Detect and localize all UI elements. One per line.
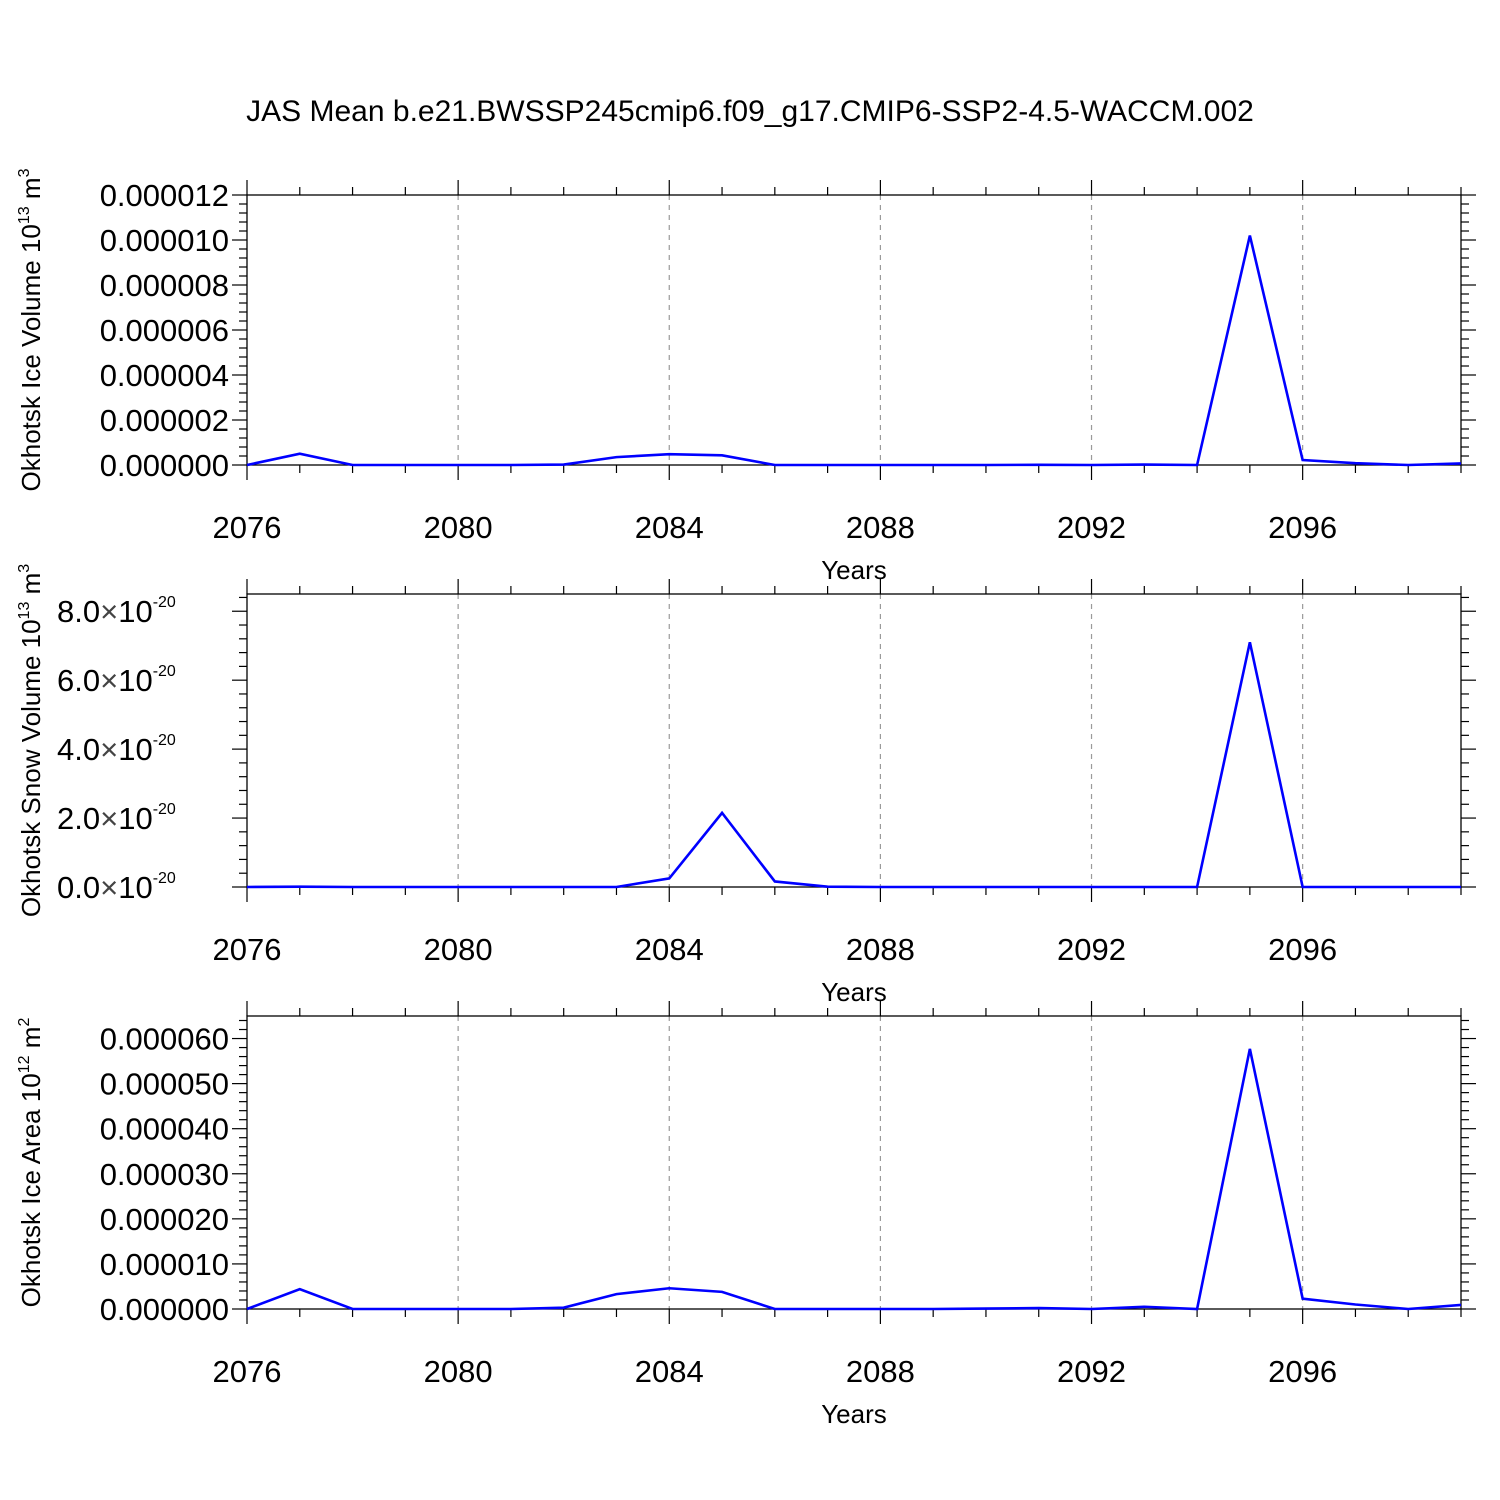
snow-volume-series-line [246,641,1461,889]
ice-volume-xlabel: Years [821,555,887,585]
snow-volume-xtick-label: 2092 [1057,932,1126,967]
snow-volume-xtick-label: 2096 [1268,932,1337,967]
ice-volume-panel: 2076 2080 2084 2088 2092 2096 0.000000 0.000002… [16,168,1476,585]
ice-area-ytick-label: 0.000020 [100,1202,229,1237]
ice-area-series-line [246,1048,1462,1311]
ice-area-xtick-label: 2096 [1268,1354,1337,1389]
snow-volume-xtick-label: 2088 [846,932,915,967]
snow-volume-frame [246,593,1462,888]
ice-area-ylabel: Okhotsk Ice Area 1012 m2 [16,1018,46,1308]
ice-volume-xtick-label: 2076 [213,510,282,545]
ice-volume-xtick-label: 2080 [424,510,493,545]
snow-volume-ytick-label: 6.0×10-20 [57,663,176,698]
ice-volume-ytick-label: 0.000000 [100,448,229,483]
ice-volume-ytick-label: 0.000012 [100,178,229,213]
snow-volume-ytick-label: 2.0×10-20 [57,801,176,836]
ice-volume-xtick-label: 2092 [1057,510,1126,545]
ice-area-xtick-label: 2080 [424,1354,493,1389]
snow-volume-ylabel: Okhotsk Snow Volume 1013 m3 [16,564,46,917]
ice-area-panel: 2076 2080 2084 2088 2092 2096 0.000000 0.000010… [16,1001,1476,1429]
snow-volume-xtick-label: 2076 [213,932,282,967]
ice-volume-ytick-label: 0.000006 [100,313,229,348]
ice-area-ytick-label: 0.000050 [100,1067,229,1102]
ice-volume-frame [246,194,1462,466]
snow-volume-xlabel: Years [821,977,887,1007]
ice-volume-series-line [246,235,1462,467]
ice-volume-ytick-label: 0.000002 [100,403,229,438]
ice-area-ytick-label: 0.000000 [100,1292,229,1327]
ice-volume-xtick-label: 2088 [846,510,915,545]
ice-area-xtick-label: 2092 [1057,1354,1126,1389]
ice-area-frame [246,1015,1462,1310]
ice-area-xtick-label: 2076 [213,1354,282,1389]
snow-volume-ytick-label: 4.0×10-20 [57,732,176,767]
ice-area-xtick-label: 2084 [635,1354,704,1389]
ice-area-ytick-label: 0.000060 [100,1022,229,1057]
ice-volume-xtick-label: 2084 [635,510,704,545]
ice-area-ytick-label: 0.000040 [100,1112,229,1147]
snow-volume-xtick-label: 2084 [635,932,704,967]
ice-volume-xtick-label: 2096 [1268,510,1337,545]
ice-volume-ytick-label: 0.000004 [100,358,229,393]
ice-area-xtick-label: 2088 [846,1354,915,1389]
ice-volume-ytick-label: 0.000010 [100,223,229,258]
ice-area-ytick-label: 0.000010 [100,1247,229,1282]
ice-area-xlabel: Years [821,1399,887,1429]
snow-volume-ytick-label: 8.0×10-20 [57,594,176,629]
snow-volume-xtick-label: 2080 [424,932,493,967]
ice-volume-ytick-label: 0.000008 [100,268,229,303]
snow-volume-panel: 2076 2080 2084 2088 2092 2096 0.0×10-20 2.0×10-… [16,564,1476,1007]
figure-title: JAS Mean b.e21.BWSSP245cmip6.f09_g17.CMI… [246,95,1254,128]
ice-volume-ylabel: Okhotsk Ice Volume 1013 m3 [16,168,46,491]
ice-area-ytick-label: 0.000030 [100,1157,229,1192]
snow-volume-ytick-label: 0.0×10-20 [57,870,176,905]
chart-panels: 2076 2080 2084 2088 2092 2096 0.000000 0.000002… [16,168,1476,1429]
